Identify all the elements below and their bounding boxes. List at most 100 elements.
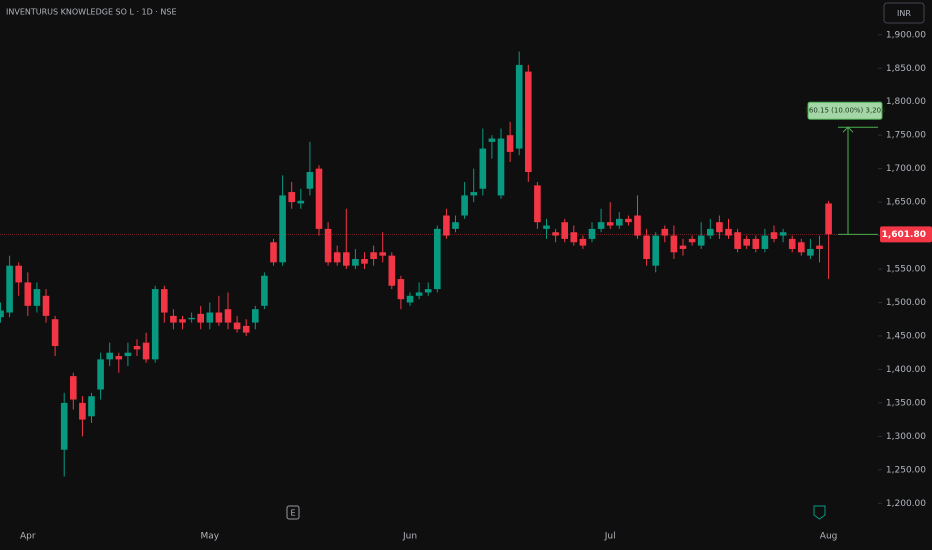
candle-body (606, 222, 614, 226)
last-price-tag (880, 226, 932, 243)
candle-body (543, 225, 550, 229)
y-tick-label: 1,850.00 (886, 64, 926, 74)
candle-body (570, 232, 578, 243)
candle-body (616, 218, 623, 226)
candle-body (379, 252, 386, 256)
candle-body (333, 252, 341, 263)
candle-body (0, 310, 4, 318)
candle-body (688, 238, 696, 243)
candle-body (106, 352, 113, 360)
measure-label: 160.15 (10.00%) 3,203 (804, 107, 885, 115)
x-tick-label: May (200, 532, 219, 542)
y-tick-label: 1,750.00 (886, 131, 926, 141)
earnings-icon[interactable] (286, 505, 300, 520)
chart-title: INVENTURUS KNOWLEDGE SO L · 1D · NSE (6, 8, 177, 17)
candle-body (133, 345, 141, 350)
measure-label-box (807, 101, 883, 120)
candle-body (343, 252, 350, 266)
candle-body (42, 295, 50, 316)
candle-body (252, 309, 259, 323)
candle-body (206, 312, 214, 323)
candle-body (124, 352, 132, 357)
candle-body (770, 232, 778, 239)
candle-body (825, 203, 832, 235)
candle-body (97, 359, 104, 390)
candle-body (288, 192, 295, 203)
candle-body (561, 222, 568, 239)
candle-body (115, 356, 123, 360)
candle-body (679, 245, 687, 249)
measure-arrowhead (842, 126, 854, 133)
candle-body (479, 148, 487, 189)
candle-body (279, 195, 286, 263)
candle-body (798, 242, 805, 253)
y-tick-label: 1,300.00 (886, 432, 926, 442)
candle-body (170, 315, 177, 323)
candle-body (6, 265, 13, 313)
candle-body (60, 402, 68, 450)
y-tick-label: 1,200.00 (886, 499, 926, 509)
y-tick-label: 1,650.00 (886, 198, 926, 208)
y-tick-label: 1,550.00 (886, 265, 926, 275)
candle-body (51, 319, 59, 346)
candle-body (406, 295, 414, 303)
candle-body (470, 192, 477, 196)
candle-body (306, 171, 314, 189)
candle-body (224, 309, 232, 323)
candle-body (388, 255, 396, 286)
candle-body (515, 64, 523, 149)
candle-body (743, 238, 750, 246)
candle-body (488, 138, 496, 142)
candle-body (161, 289, 168, 313)
candle-body (424, 289, 432, 293)
candle-body (142, 342, 150, 360)
candle-body (197, 313, 204, 323)
candle-body (261, 275, 268, 306)
candle-body (534, 185, 541, 223)
candle-body (79, 402, 86, 420)
candle-body (452, 222, 459, 229)
y-tick-label: 1,500.00 (886, 298, 926, 308)
candle-body (652, 235, 659, 266)
x-tick-label: Jun (402, 532, 417, 542)
candle-body (506, 135, 514, 152)
candle-body (215, 312, 223, 323)
candle-body (734, 232, 741, 249)
candle-body (297, 200, 305, 204)
candle-body (670, 235, 678, 253)
candle-body (579, 238, 587, 246)
candle-body (643, 235, 650, 259)
y-tick-label: 1,350.00 (886, 398, 926, 408)
candle-body (315, 168, 323, 229)
dividend-icon[interactable] (813, 505, 826, 520)
candle-body (33, 289, 41, 306)
candle-body (752, 238, 760, 249)
candle-body (397, 279, 405, 300)
candle-body (525, 71, 532, 172)
candle-body (361, 258, 368, 264)
candle-body (70, 376, 77, 400)
candle-body (370, 252, 377, 259)
candle-body (779, 232, 787, 236)
earnings-label: E (290, 509, 295, 518)
y-tick-label: 1,450.00 (886, 331, 926, 341)
candle-body (761, 235, 769, 249)
currency-button[interactable] (883, 2, 925, 24)
candle-body (716, 222, 723, 233)
candle-body (324, 228, 332, 263)
candle-body (661, 228, 669, 236)
y-tick-label: 1,900.00 (886, 30, 926, 40)
candle-body (415, 292, 423, 296)
candle-body (788, 238, 796, 249)
x-tick-label: Jul (604, 532, 616, 542)
candle-body (434, 228, 441, 290)
candle-body (725, 228, 732, 236)
candle-body (242, 325, 250, 333)
candle-body (88, 396, 95, 417)
candle-body (625, 218, 632, 223)
candle-body (634, 215, 641, 236)
candle-body (807, 248, 814, 256)
